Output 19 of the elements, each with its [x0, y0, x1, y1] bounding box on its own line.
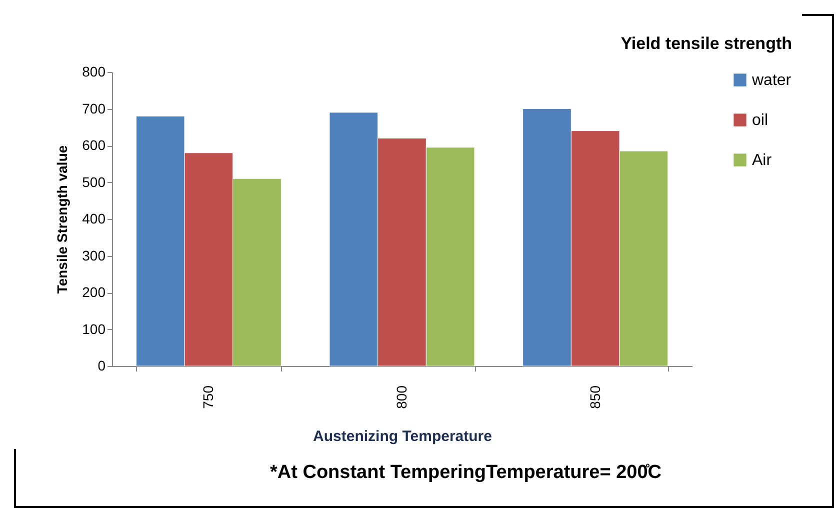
legend-label: water — [751, 72, 792, 89]
text: *At Constant TemperingTemperature= 200̊C — [270, 462, 662, 484]
y-tick-label: 500 — [82, 174, 106, 190]
legend-label: Air — [752, 152, 772, 169]
x-tick-label: 750 — [200, 385, 216, 409]
y-axis-title: Tensile Strength value — [54, 145, 70, 294]
x-axis-title: Austenizing Temperature — [313, 428, 492, 445]
y-tick-label: 0 — [98, 358, 106, 374]
y-tick-label: 200 — [82, 284, 106, 300]
y-tick-label: 700 — [82, 100, 106, 116]
y-tick-label: 600 — [82, 137, 106, 153]
y-tick-label: 300 — [82, 247, 106, 264]
x-tick-label: 850 — [586, 385, 603, 409]
chart-title: Yield tensile strength — [620, 34, 792, 53]
x-tick-label: 800 — [394, 385, 410, 409]
legend-label: oil — [752, 112, 768, 129]
y-tick-label: 100 — [82, 320, 106, 337]
y-tick-label: 800 — [82, 64, 106, 80]
y-tick-label: 400 — [82, 210, 106, 226]
